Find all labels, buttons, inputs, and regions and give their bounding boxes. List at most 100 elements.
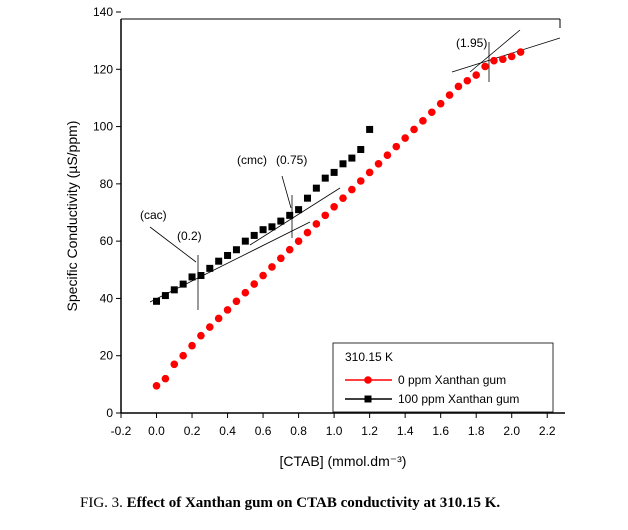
marker-square <box>197 272 205 280</box>
marker-circle <box>364 376 372 384</box>
marker-circle <box>294 237 303 245</box>
x-tick-label: 0.6 <box>255 424 272 438</box>
y-tick-label: 20 <box>100 349 114 363</box>
marker-circle <box>285 245 294 254</box>
marker-circle <box>507 52 516 61</box>
marker-circle <box>374 160 383 168</box>
x-tick-label: -0.2 <box>111 424 132 438</box>
marker-square <box>268 223 276 231</box>
marker-circle <box>436 99 445 108</box>
x-tick-label: 1.4 <box>397 424 414 438</box>
marker-square <box>188 273 196 281</box>
marker-circle <box>161 374 170 383</box>
marker-circle <box>356 177 365 185</box>
marker-square <box>241 237 249 245</box>
marker-circle <box>303 228 312 237</box>
annotation: (0.2) <box>177 229 202 243</box>
marker-circle <box>410 125 418 134</box>
marker-circle <box>481 62 489 71</box>
y-tick-label: 80 <box>100 177 114 191</box>
legend-label: 100 ppm Xanthan gum <box>398 392 519 406</box>
x-tick-label: 0.4 <box>219 424 236 438</box>
marker-square <box>366 125 374 133</box>
marker-circle <box>472 71 481 79</box>
marker-circle <box>463 76 472 85</box>
marker-circle <box>401 134 409 142</box>
marker-circle <box>365 168 374 177</box>
marker-circle <box>321 211 330 220</box>
annotation: (cmc) <box>237 153 267 167</box>
annotation: (1.95) <box>456 36 487 50</box>
marker-circle <box>223 306 232 314</box>
y-tick-label: 120 <box>93 62 113 76</box>
y-tick-label: 140 <box>93 5 113 19</box>
marker-circle <box>490 56 498 65</box>
marker-circle <box>348 185 356 194</box>
marker-circle <box>419 117 427 125</box>
marker-square <box>339 160 347 168</box>
marker-circle <box>250 280 258 288</box>
marker-circle <box>268 263 276 271</box>
marker-circle <box>392 142 401 151</box>
x-tick-label: 1.2 <box>361 424 378 438</box>
marker-square <box>357 145 365 153</box>
caption-text: Effect of Xanthan gum on CTAB conductivi… <box>127 495 501 511</box>
marker-circle <box>206 323 214 331</box>
marker-circle <box>516 48 525 56</box>
marker-square <box>161 292 169 300</box>
y-tick-label: 100 <box>93 120 113 134</box>
marker-circle <box>277 254 285 263</box>
marker-square <box>170 286 178 294</box>
x-tick-label: 0.8 <box>290 424 307 438</box>
marker-circle <box>152 381 161 390</box>
y-tick-label: 0 <box>106 406 113 420</box>
marker-square <box>364 395 372 403</box>
marker-square <box>215 257 223 265</box>
y-axis-title: Specific Conductivity (µS/ppm) <box>64 121 80 312</box>
marker-square <box>303 194 311 202</box>
marker-square <box>250 231 258 239</box>
x-tick-label: 2.0 <box>503 424 520 438</box>
marker-circle <box>241 288 250 297</box>
marker-circle <box>454 82 463 91</box>
marker-square <box>295 206 303 214</box>
x-tick-label: 0.2 <box>184 424 201 438</box>
marker-circle <box>339 194 347 202</box>
legend-title: 310.15 K <box>345 350 393 364</box>
x-tick-label: 1.6 <box>432 424 449 438</box>
marker-square <box>277 217 285 225</box>
marker-circle <box>499 55 507 64</box>
caption: FIG. 3. Effect of Xanthan gum on CTAB co… <box>80 495 500 511</box>
y-tick-label: 60 <box>100 234 114 248</box>
marker-circle <box>312 220 321 228</box>
marker-square <box>179 280 187 288</box>
marker-square <box>153 297 161 305</box>
marker-circle <box>259 271 267 280</box>
marker-square <box>286 211 294 219</box>
caption-label: FIG. 3. <box>80 495 123 511</box>
marker-square <box>330 168 338 176</box>
annotation: (0.75) <box>276 153 307 167</box>
x-tick-label: 0.0 <box>148 424 165 438</box>
x-axis-title: [CTAB] (mmol.dm⁻³) <box>280 453 407 469</box>
marker-square <box>259 226 267 234</box>
legend: 0 ppm Xanthan gum 100 ppm Xanthan gum <box>345 373 519 406</box>
marker-circle <box>445 91 454 99</box>
marker-circle <box>214 314 223 323</box>
y-tick-label: 40 <box>100 291 114 305</box>
marker-square <box>224 251 232 259</box>
marker-square <box>348 154 356 162</box>
marker-square <box>321 174 329 182</box>
legend-label: 0 ppm Xanthan gum <box>398 373 506 387</box>
annotation: (cac) <box>140 208 167 222</box>
marker-circle <box>197 331 205 340</box>
marker-square <box>206 264 214 272</box>
marker-circle <box>188 341 196 350</box>
marker-circle <box>330 202 338 211</box>
marker-circle <box>179 351 187 360</box>
x-tick-label: 2.2 <box>539 424 556 438</box>
x-tick-label: 1.8 <box>468 424 485 438</box>
marker-circle <box>232 297 241 306</box>
marker-square <box>232 246 240 254</box>
